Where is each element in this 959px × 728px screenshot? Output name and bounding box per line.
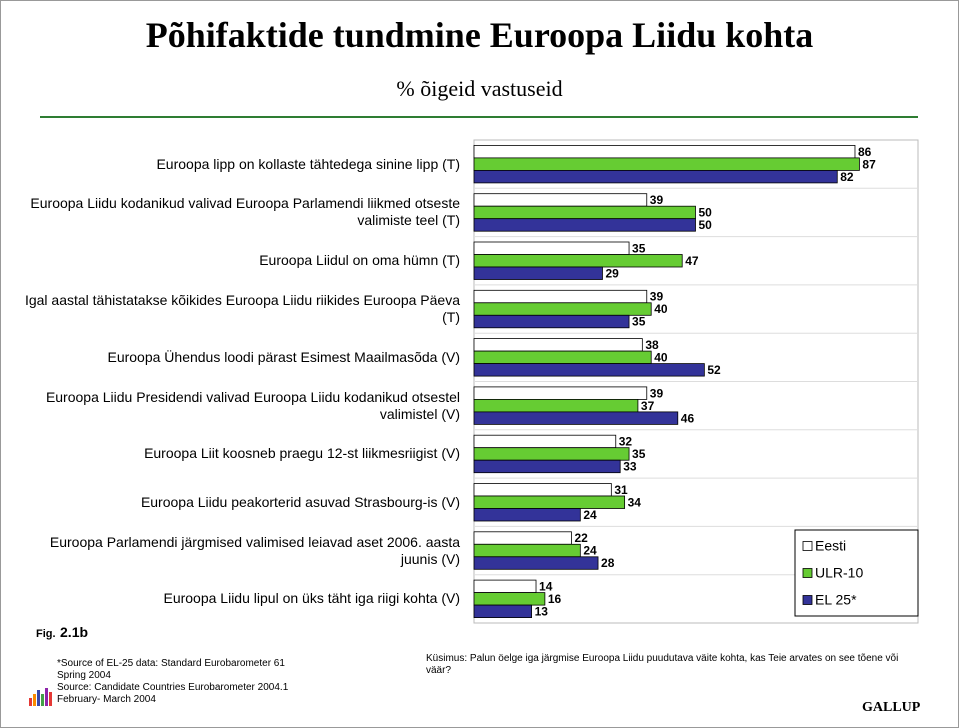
value-label: 34 (628, 495, 642, 509)
value-label: 32 (619, 435, 633, 449)
bar (473, 157, 860, 171)
bar (473, 241, 630, 255)
value-label: 16 (548, 592, 562, 606)
figure-number: 2.1b (60, 624, 89, 640)
value-label: 24 (583, 508, 597, 522)
brand: GALLUP (862, 700, 921, 715)
value-label: 40 (654, 351, 668, 365)
value-label: 13 (535, 605, 549, 619)
value-label: 46 (681, 411, 695, 425)
source-line: February- March 2004 (57, 694, 156, 705)
value-label: 87 (862, 157, 876, 171)
bar (473, 266, 603, 280)
bar (473, 592, 546, 606)
category-label: Euroopa Liidu lipul on üks täht iga riig… (163, 590, 460, 607)
bar (473, 411, 679, 425)
bar (473, 495, 626, 509)
value-label: 39 (650, 386, 664, 400)
figure-prefix: Fig. (36, 628, 56, 640)
category-label: Euroopa Liidu Presidendi valivad Euroopa… (45, 388, 460, 422)
bar (473, 169, 838, 184)
category-label: Euroopa Liidul on oma hümn (T) (259, 252, 460, 269)
category-label: Euroopa lipp on kollaste tähtedega sinin… (156, 155, 460, 172)
bar (473, 193, 648, 207)
source-line: Spring 2004 (57, 670, 111, 681)
value-label: 37 (641, 399, 655, 413)
value-label: 24 (583, 544, 597, 558)
chart-subtitle: % õigeid vastuseid (396, 76, 563, 101)
source-line: *Source of EL-25 data: Standard Eurobaro… (57, 658, 285, 669)
bar (473, 508, 581, 522)
value-label: 39 (650, 290, 664, 304)
value-label: 50 (699, 218, 713, 232)
value-label: 29 (605, 266, 619, 280)
category-label: Euroopa Parlamendi järgmised valimised l… (49, 533, 460, 567)
bar (473, 398, 639, 413)
value-label: 50 (699, 206, 713, 220)
category-label: Euroopa Liit koosneb praegu 12-st liikme… (144, 445, 460, 462)
bar (473, 254, 683, 268)
bar (473, 350, 652, 365)
bar (473, 531, 572, 545)
chart-title: Põhifaktide tundmine Euroopa Liidu kohta (145, 15, 814, 55)
value-label: 33 (623, 460, 637, 474)
bar (473, 302, 652, 316)
bar (473, 447, 630, 461)
bar (473, 459, 621, 474)
value-label: 52 (707, 363, 721, 377)
value-label: 35 (632, 315, 646, 329)
legend-label: Eesti (815, 538, 846, 554)
legend-swatch (802, 541, 813, 551)
legend-swatch (802, 568, 813, 578)
value-label: 40 (654, 302, 668, 316)
legend-swatch (802, 595, 813, 605)
value-label: 39 (650, 193, 664, 207)
bar (473, 386, 648, 400)
bar (473, 144, 856, 159)
value-label: 22 (574, 531, 588, 545)
bar (473, 338, 643, 352)
bar (473, 314, 630, 329)
bar (473, 579, 537, 593)
value-label: 35 (632, 241, 646, 255)
value-label: 28 (601, 556, 615, 570)
value-label: 86 (858, 145, 872, 159)
value-label: 82 (840, 170, 854, 184)
value-label: 35 (632, 447, 646, 461)
bar (473, 363, 705, 377)
value-label: 38 (645, 338, 659, 352)
bar (473, 604, 532, 618)
category-label: Euroopa Liidu kodanikud valivad Euroopa … (30, 195, 460, 229)
category-label: Euroopa Ühendus loodi pärast Esimest Maa… (107, 348, 460, 365)
value-label: 31 (614, 483, 628, 497)
bar (473, 434, 617, 449)
value-label: 14 (539, 580, 553, 594)
bar (473, 289, 648, 304)
bar (473, 543, 581, 558)
legend-box (794, 529, 919, 617)
divider (40, 116, 918, 118)
question: Küsimus: Palun öelge iga järgmise Euroop… (426, 653, 899, 676)
category-label: Igal aastal tähistatakse kõikides Euroop… (24, 292, 460, 326)
figure-label: Fig. 2.1b (36, 624, 88, 642)
bar (473, 556, 599, 570)
category-label: Euroopa Liidu peakorterid asuvad Strasbo… (140, 493, 460, 510)
bar (473, 205, 696, 220)
bar (473, 218, 696, 232)
value-label: 47 (685, 254, 699, 268)
legend-label: EL 25* (815, 592, 857, 608)
legend-label: ULR-10 (815, 565, 863, 581)
source-line: Source: Candidate Countries Eurobaromete… (57, 682, 289, 693)
bar (473, 483, 612, 497)
